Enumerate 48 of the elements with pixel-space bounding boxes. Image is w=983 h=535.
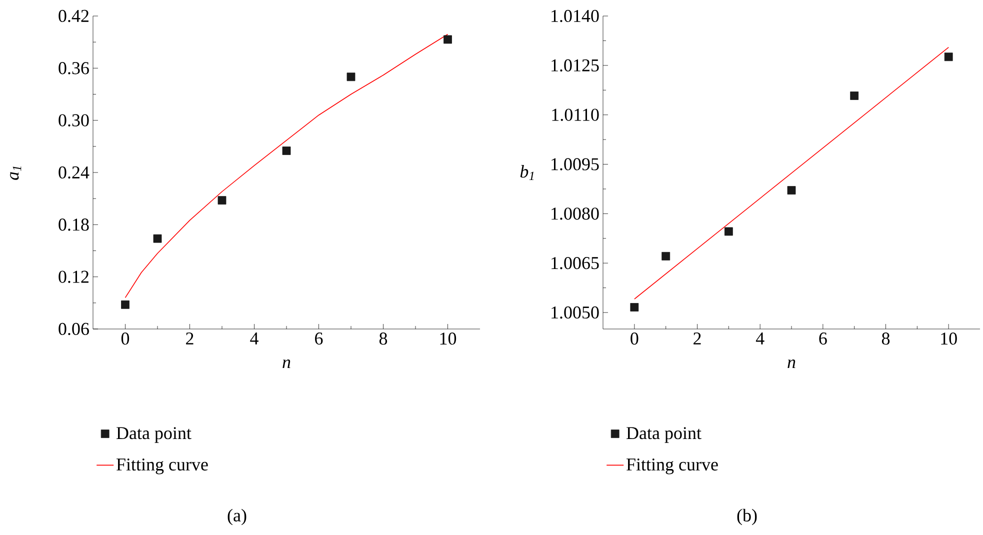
legend-label: Fitting curve <box>116 458 208 474</box>
y-tick-label: 0.24 <box>58 166 90 179</box>
text: (a) <box>228 508 246 526</box>
point <box>218 196 226 205</box>
y-tick-label: 1.0050 <box>552 306 599 319</box>
y-tick-label: 1.0125 <box>552 59 599 72</box>
y-tick-label: 1.0065 <box>552 256 599 270</box>
point <box>121 300 130 309</box>
point <box>630 303 639 312</box>
y-tick-label: 0.18 <box>58 218 89 231</box>
x-axis-title: n <box>788 360 796 368</box>
y-tick-label: 0.42 <box>58 10 88 22</box>
text: (b) <box>737 508 757 526</box>
x-tick-label: 4 <box>250 332 258 344</box>
y-tick-label: 0.36 <box>58 62 89 74</box>
x-tick-label: 0 <box>121 332 130 345</box>
x-tick-label: 10 <box>440 332 456 345</box>
y-tick-label: 1.0080 <box>552 208 599 220</box>
point <box>346 72 356 82</box>
y-tick-label: 1.0140 <box>552 10 599 22</box>
y-tick-label: 0.06 <box>58 322 89 336</box>
point <box>944 52 953 62</box>
y-tick-label: 1.0110 <box>552 108 599 121</box>
legend-label: Data point <box>626 427 702 443</box>
x-tick-label: 2 <box>694 332 701 344</box>
point <box>850 92 859 100</box>
point <box>282 146 291 155</box>
legend-label: Fitting curve <box>626 458 718 474</box>
x-tick-label: 4 <box>756 332 764 344</box>
x-tick-label: 2 <box>186 332 194 344</box>
y-axis-title: a$_{1}$ <box>10 166 22 180</box>
point <box>153 234 162 243</box>
point <box>662 252 670 260</box>
x-tick-label: 6 <box>819 332 827 345</box>
y-tick-label: 0.30 <box>58 114 89 126</box>
point <box>724 227 733 236</box>
y-tick-label: 1.0095 <box>552 158 599 170</box>
point <box>787 186 796 194</box>
y-axis-title: b$_{1}$ <box>520 164 534 180</box>
x-axis-title: n <box>282 360 290 368</box>
x-tick-label: 10 <box>941 332 957 345</box>
point <box>444 35 452 44</box>
legend-label: Data point <box>116 427 192 443</box>
x-tick-label: 8 <box>379 332 388 345</box>
x-tick-label: 6 <box>315 332 323 345</box>
x-tick-label: 0 <box>630 332 638 345</box>
x-tick-label: 8 <box>882 332 890 345</box>
y-tick-label: 0.12 <box>58 270 88 283</box>
